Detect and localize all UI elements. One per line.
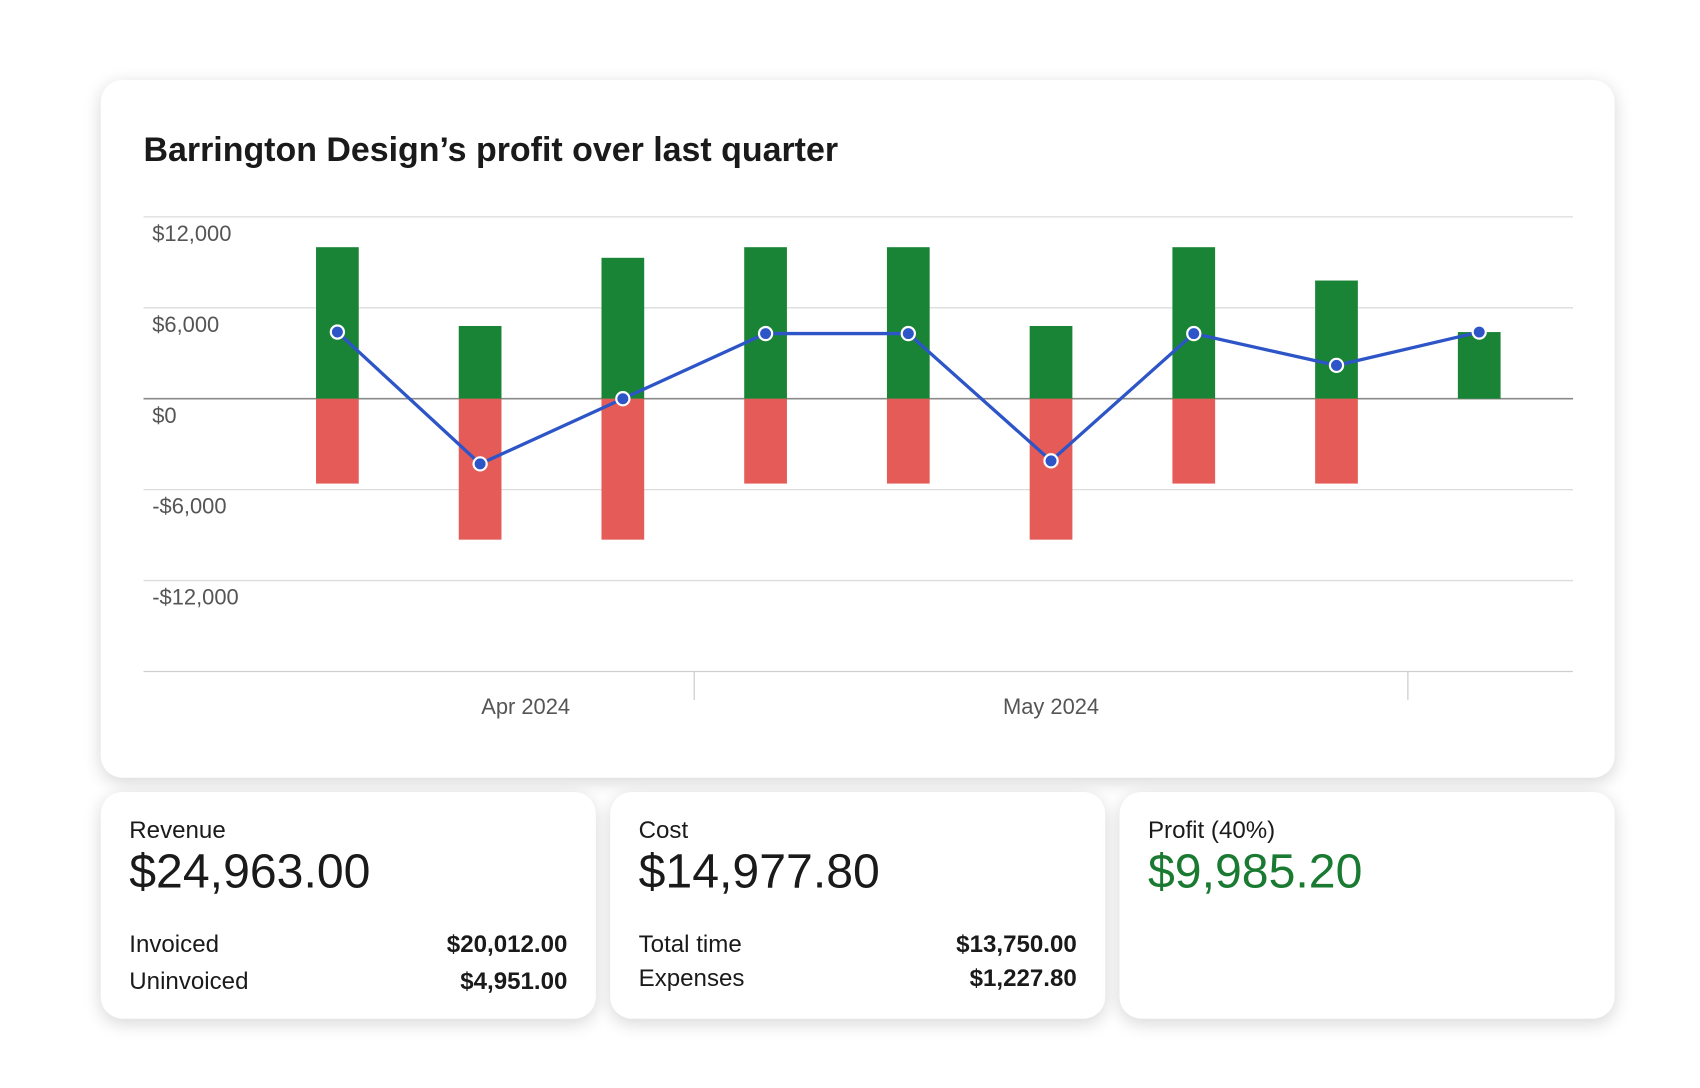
x-group-label: May 2024 <box>1003 694 1099 719</box>
row-label: Uninvoiced <box>129 967 249 995</box>
bar <box>1172 398 1216 484</box>
bar <box>886 247 930 399</box>
bar <box>316 247 359 399</box>
y-tick-label: -$12,000 <box>152 585 238 610</box>
card-label: Cost <box>638 816 689 844</box>
bar <box>1029 398 1073 540</box>
row-label: Expenses <box>638 963 745 992</box>
y-tick-label: $0 <box>152 403 176 428</box>
bar <box>1029 325 1073 399</box>
profit-point <box>1328 357 1345 374</box>
card-amount: $24,963.00 <box>129 844 371 899</box>
card-label: Revenue <box>129 816 226 844</box>
revenue-card: Revenue $24,963.00 Invoiced $20,012.00 Un… <box>100 791 596 1019</box>
profit-card: Profit (40%) $9,985.20 <box>1119 791 1615 1019</box>
bar <box>1457 332 1501 399</box>
card-label: Profit (40%) <box>1147 816 1276 844</box>
profit-point <box>1186 325 1202 342</box>
card-row: Expenses $1,227.80 <box>639 964 1077 992</box>
cost-card: Cost $14,977.80 Total time $13,750.00 Exp… <box>610 791 1106 1019</box>
profit-point <box>615 391 631 407</box>
y-tick-label: $12,000 <box>152 221 231 246</box>
card-row: Uninvoiced $4,951.00 <box>129 967 567 995</box>
y-tick-label: $6,000 <box>152 312 219 337</box>
profit-point <box>472 456 488 472</box>
row-amount: $4,951.00 <box>460 967 568 995</box>
row-label: Invoiced <box>129 929 220 958</box>
bar <box>601 257 645 399</box>
bar <box>1315 280 1358 399</box>
y-tick-label: -$6,000 <box>152 494 226 519</box>
bar <box>744 247 787 399</box>
row-amount: $13,750.00 <box>956 929 1077 958</box>
card-amount: $9,985.20 <box>1147 844 1363 899</box>
chart-title: Barrington Design’s profit over last qua… <box>143 131 838 169</box>
bar <box>316 398 359 484</box>
bar <box>1172 247 1216 399</box>
profit-point <box>900 325 916 342</box>
profit-point <box>1471 324 1487 340</box>
profit-point <box>757 325 774 342</box>
x-group-label: Apr 2024 <box>481 694 570 719</box>
bar <box>886 398 930 484</box>
card-row: Invoiced $20,012.00 <box>129 930 567 958</box>
bar <box>1315 398 1358 484</box>
card-amount: $14,977.80 <box>638 844 880 899</box>
row-amount: $1,227.80 <box>969 963 1077 992</box>
row-amount: $20,012.00 <box>446 929 568 958</box>
bar <box>744 398 787 484</box>
bar <box>458 325 502 399</box>
profit-point <box>329 324 346 340</box>
profit-point <box>1043 453 1059 469</box>
card-row: Total time $13,750.00 <box>639 930 1077 958</box>
bar <box>601 398 645 540</box>
row-label: Total time <box>638 929 742 958</box>
